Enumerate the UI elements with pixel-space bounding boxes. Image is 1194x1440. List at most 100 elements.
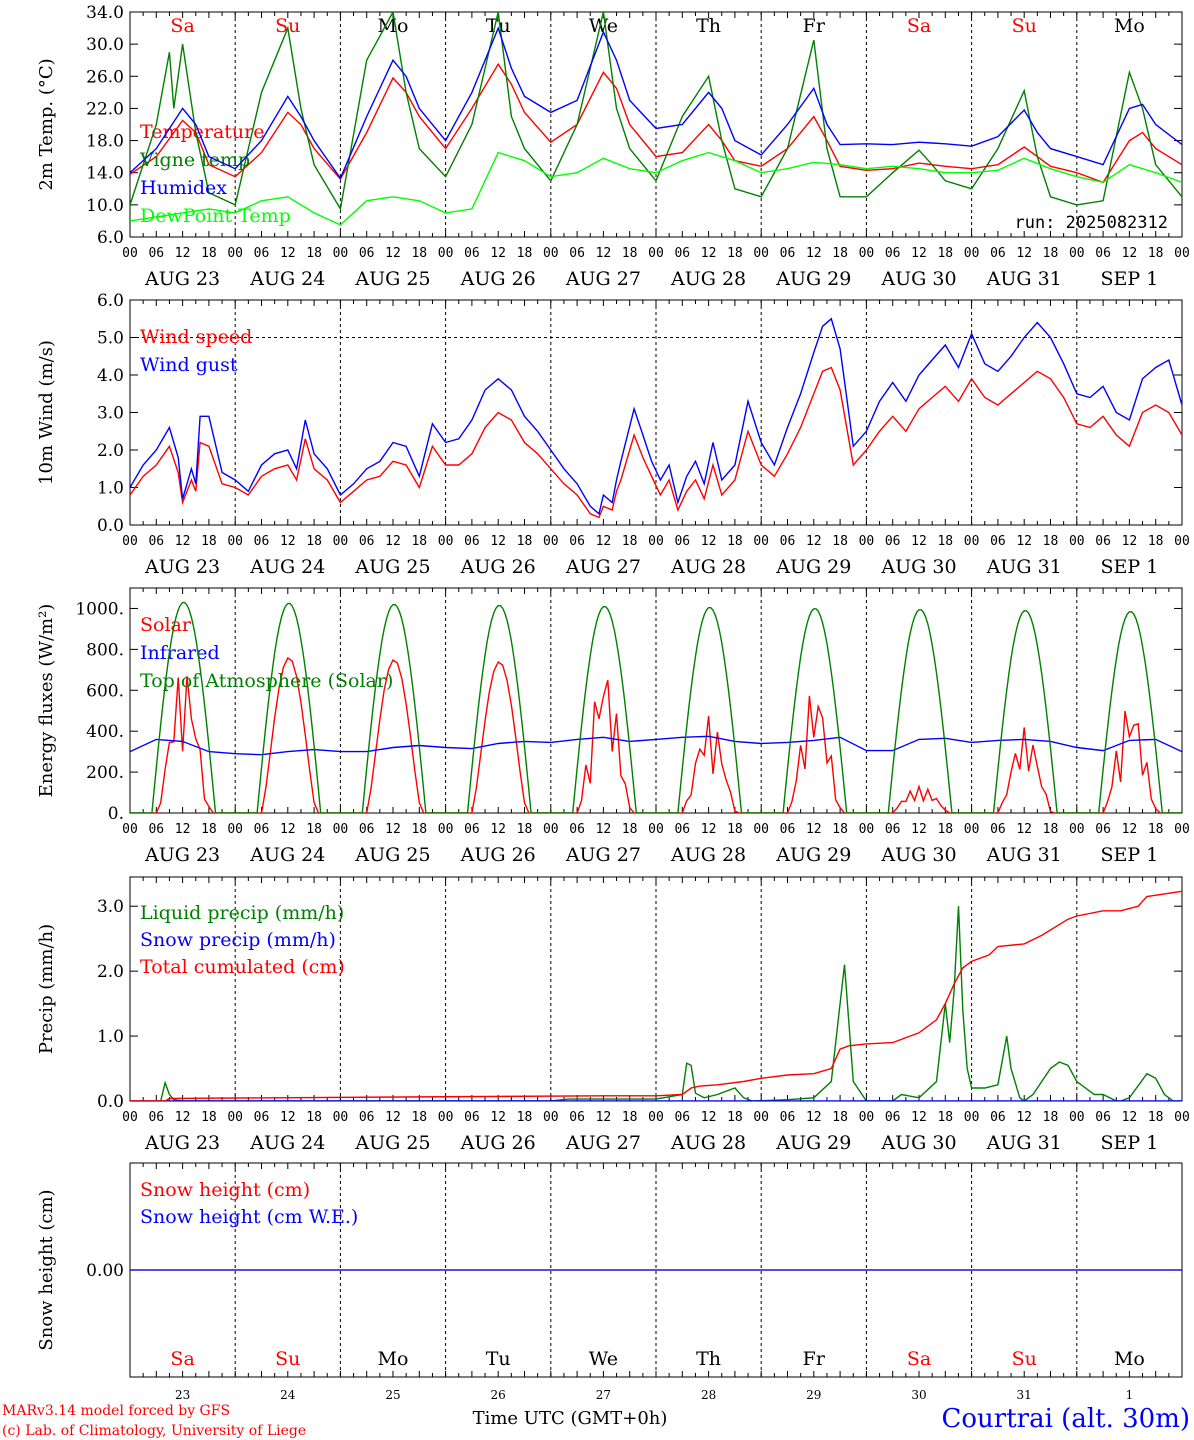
day-name-label: We bbox=[589, 15, 618, 37]
y-tick-label: 0.0 bbox=[97, 1092, 124, 1112]
date-label: AUG 26 bbox=[460, 556, 536, 578]
date-label: SEP 1 bbox=[1100, 844, 1158, 866]
day-number-label: 25 bbox=[385, 1388, 400, 1402]
date-label: AUG 31 bbox=[986, 556, 1062, 578]
hour-tick-label: 06 bbox=[1095, 822, 1111, 837]
hour-tick-label: 12 bbox=[385, 822, 401, 837]
y-axis-label: Precip (mm/h) bbox=[36, 924, 57, 1054]
hour-tick-label: 12 bbox=[806, 822, 822, 837]
date-label: AUG 24 bbox=[249, 556, 325, 578]
hour-tick-label: 00 bbox=[1174, 822, 1190, 837]
hour-tick-label: 00 bbox=[227, 822, 243, 837]
day-name-label: Th bbox=[696, 15, 721, 37]
hour-tick-label: 06 bbox=[569, 822, 585, 837]
panel-4: 0.0 1.0 2.0 3.0 Precip (mm/h) 00 06 12 18 00 06 12 1… bbox=[36, 876, 1190, 1154]
hour-tick-label: 18 bbox=[832, 246, 848, 261]
hour-tick-label: 12 bbox=[175, 246, 191, 261]
date-label: AUG 30 bbox=[880, 1132, 956, 1154]
hour-tick-label: 12 bbox=[911, 534, 927, 549]
y-tick-label: 2.0 bbox=[97, 962, 124, 982]
hour-tick-label: 12 bbox=[806, 1110, 822, 1125]
day-name-label: Tu bbox=[486, 15, 511, 37]
series-wind-gust bbox=[130, 317, 1182, 516]
hour-tick-label: 06 bbox=[674, 246, 690, 261]
hour-tick-label: 12 bbox=[701, 822, 717, 837]
day-name-label: Sa bbox=[907, 1348, 931, 1370]
hour-tick-label: 12 bbox=[490, 822, 506, 837]
date-label: AUG 24 bbox=[249, 844, 325, 866]
hour-tick-label: 12 bbox=[175, 822, 191, 837]
hour-tick-label: 00 bbox=[543, 1110, 559, 1125]
hour-tick-label: 18 bbox=[411, 822, 427, 837]
hour-tick-label: 00 bbox=[1069, 534, 1085, 549]
hour-tick-label: 00 bbox=[543, 534, 559, 549]
date-label: AUG 26 bbox=[460, 1132, 536, 1154]
hour-tick-label: 00 bbox=[1069, 246, 1085, 261]
y-tick-label: 1.0 bbox=[97, 1027, 124, 1047]
hour-tick-label: 00 bbox=[122, 246, 138, 261]
hour-tick-label: 18 bbox=[306, 246, 322, 261]
y-tick-label: 5.0 bbox=[97, 329, 124, 349]
hour-tick-label: 18 bbox=[1148, 1110, 1164, 1125]
y-tick-label: 3.0 bbox=[97, 897, 124, 917]
date-label: AUG 26 bbox=[460, 844, 536, 866]
y-axis-label: 10m Wind (m/s) bbox=[36, 340, 57, 485]
date-label: AUG 25 bbox=[354, 844, 430, 866]
hour-tick-label: 00 bbox=[333, 822, 349, 837]
hour-tick-label: 12 bbox=[490, 534, 506, 549]
hour-tick-label: 18 bbox=[622, 534, 638, 549]
y-tick-label: 600. bbox=[86, 681, 124, 701]
hour-tick-label: 06 bbox=[464, 534, 480, 549]
hour-tick-label: 06 bbox=[569, 1110, 585, 1125]
y-tick-label: 30.0 bbox=[86, 35, 124, 55]
y-tick-label: 2.0 bbox=[97, 441, 124, 461]
day-name-label: Tu bbox=[486, 1348, 511, 1370]
time-axis-label: Time UTC (GMT+0h) bbox=[473, 1408, 668, 1429]
day-name-label: Su bbox=[275, 1348, 300, 1370]
hour-tick-label: 18 bbox=[937, 246, 953, 261]
hour-tick-label: 18 bbox=[1043, 534, 1059, 549]
hour-tick-label: 18 bbox=[201, 246, 217, 261]
hour-tick-label: 18 bbox=[517, 1110, 533, 1125]
hour-tick-label: 12 bbox=[596, 246, 612, 261]
hour-tick-label: 12 bbox=[385, 1110, 401, 1125]
hour-tick-label: 18 bbox=[201, 1110, 217, 1125]
lab-credit: (c) Lab. of Climatology, University of L… bbox=[2, 1423, 306, 1439]
series-infrared bbox=[130, 735, 1182, 756]
legend-entry: Wind speed bbox=[140, 326, 252, 348]
day-number-label: 29 bbox=[806, 1388, 821, 1402]
hour-tick-label: 18 bbox=[411, 1110, 427, 1125]
panel-1: 6.0 10.0 14.0 18.0 22.0 26.0 30.0 34.0 2m Temp. … bbox=[36, 3, 1190, 290]
hour-tick-label: 18 bbox=[1043, 1110, 1059, 1125]
series-top-of-atmosphere-solar bbox=[130, 601, 1182, 813]
date-label: AUG 31 bbox=[986, 1132, 1062, 1154]
hour-tick-label: 12 bbox=[701, 1110, 717, 1125]
legend-entry: Solar bbox=[140, 614, 192, 636]
panel-3: 0. 200. 400. 600. 800. 1000. Energy fluxes (W/… bbox=[36, 587, 1190, 866]
hour-tick-label: 12 bbox=[596, 1110, 612, 1125]
hour-tick-label: 06 bbox=[1095, 1110, 1111, 1125]
hour-tick-label: 00 bbox=[333, 1110, 349, 1125]
hour-tick-label: 12 bbox=[1122, 534, 1138, 549]
hour-tick-label: 00 bbox=[438, 534, 454, 549]
hour-tick-label: 06 bbox=[674, 534, 690, 549]
y-tick-label: 18.0 bbox=[86, 132, 124, 152]
hour-tick-label: 12 bbox=[280, 246, 296, 261]
hour-tick-label: 12 bbox=[1016, 534, 1032, 549]
date-label: AUG 29 bbox=[775, 1132, 851, 1154]
series-solar bbox=[130, 656, 1182, 813]
y-tick-label: 200. bbox=[86, 763, 124, 783]
hour-tick-label: 18 bbox=[517, 822, 533, 837]
date-label: AUG 29 bbox=[775, 556, 851, 578]
date-label: AUG 25 bbox=[354, 268, 430, 290]
hour-tick-label: 18 bbox=[937, 822, 953, 837]
hour-tick-label: 06 bbox=[780, 534, 796, 549]
legend-entry: Humidex bbox=[140, 177, 227, 199]
hour-tick-label: 12 bbox=[280, 822, 296, 837]
hour-tick-label: 18 bbox=[1043, 246, 1059, 261]
hour-tick-label: 18 bbox=[1148, 534, 1164, 549]
y-axis-label: 2m Temp. (°C) bbox=[36, 58, 57, 190]
date-label: AUG 25 bbox=[354, 556, 430, 578]
hour-tick-label: 12 bbox=[701, 246, 717, 261]
y-tick-label: 800. bbox=[86, 640, 124, 660]
